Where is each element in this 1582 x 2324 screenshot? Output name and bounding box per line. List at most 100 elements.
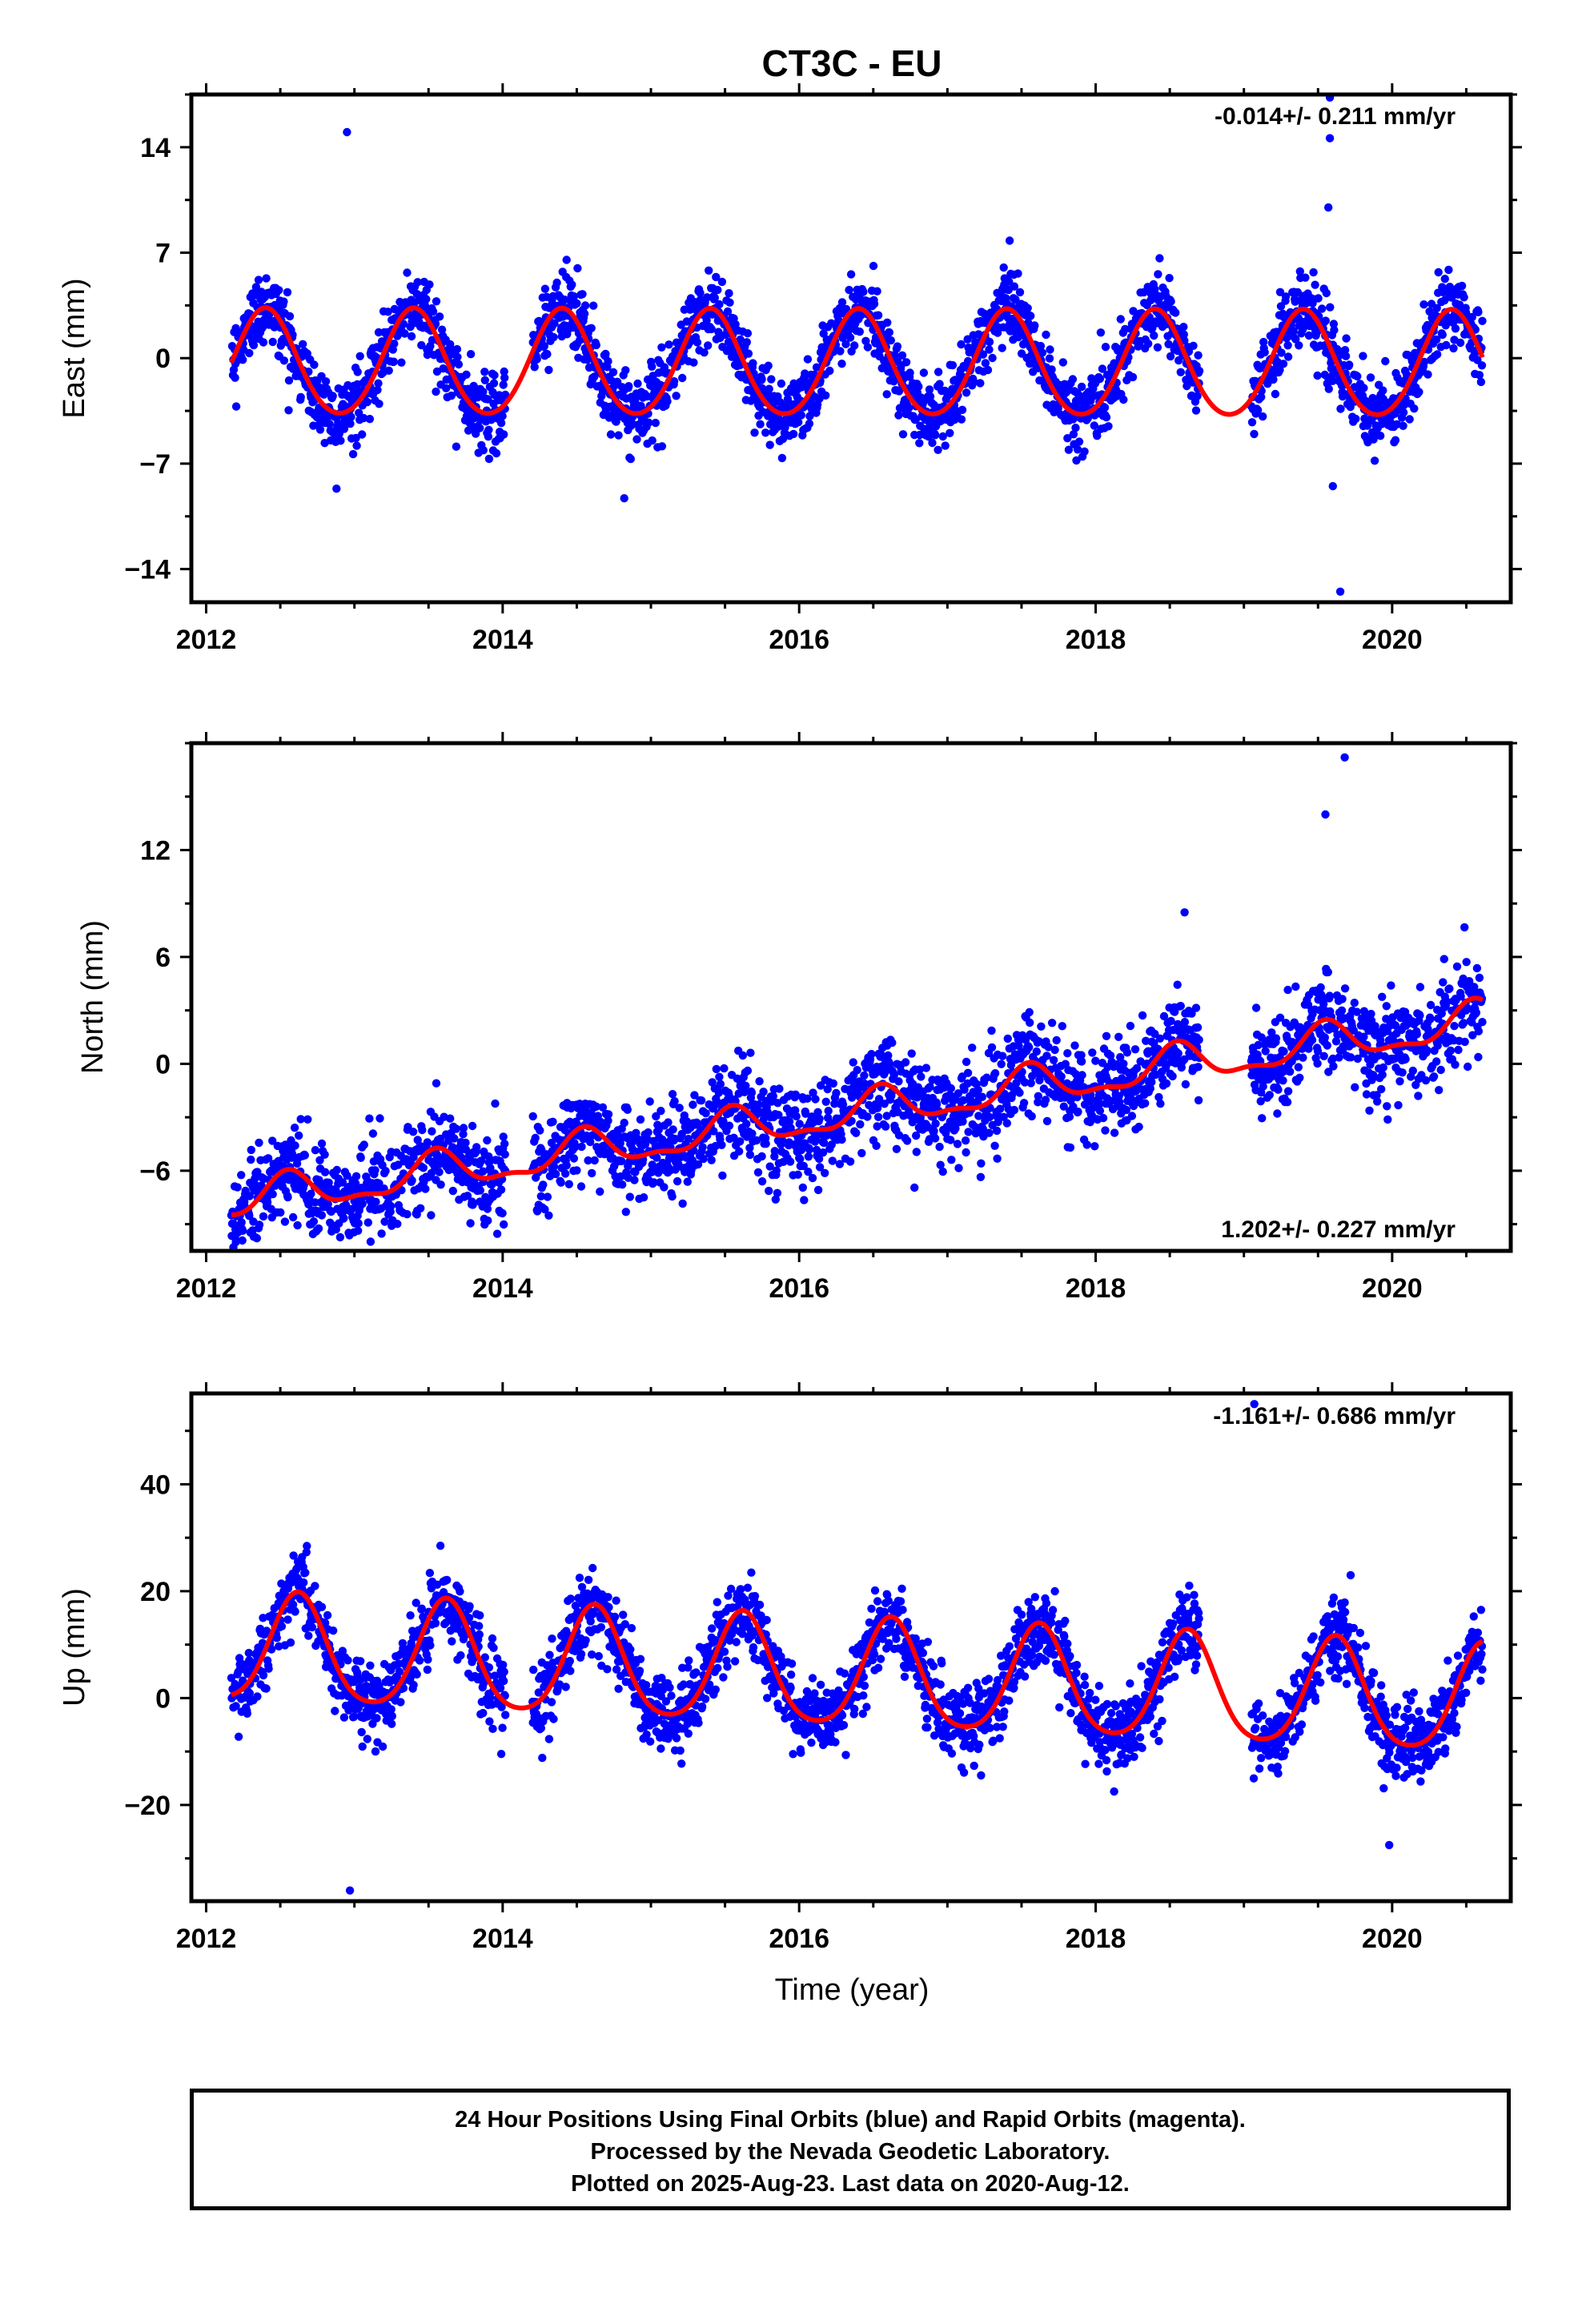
data-point (237, 1171, 245, 1179)
data-point (930, 1127, 938, 1135)
data-point (757, 375, 765, 383)
data-point (958, 406, 966, 414)
data-point (658, 442, 666, 450)
data-point (1166, 297, 1174, 305)
data-point (374, 380, 382, 388)
data-point (1123, 1048, 1131, 1056)
data-point (1435, 268, 1443, 276)
data-point (377, 1229, 385, 1237)
data-point (601, 350, 609, 358)
data-point (1314, 294, 1322, 302)
data-point (291, 1141, 299, 1149)
data-point (1338, 995, 1346, 1003)
data-point (365, 1115, 373, 1123)
y-tick-label: −14 (124, 555, 171, 585)
data-point (964, 1069, 972, 1077)
data-point (480, 446, 488, 454)
data-point (310, 1217, 318, 1225)
data-point (1097, 328, 1105, 336)
data-point (497, 1185, 505, 1193)
data-point (269, 1190, 277, 1198)
data-point (604, 1110, 612, 1118)
data-point (837, 1136, 845, 1144)
data-point (745, 349, 753, 357)
data-point (565, 1180, 573, 1188)
data-point (931, 431, 939, 439)
data-point (416, 1204, 424, 1212)
data-point (483, 1136, 491, 1144)
data-point (1365, 1107, 1373, 1115)
data-point (990, 1142, 998, 1150)
data-point (239, 356, 247, 364)
data-point (432, 297, 440, 305)
data-point (958, 1117, 966, 1125)
data-point (739, 1051, 747, 1059)
data-point (403, 268, 411, 276)
data-point (775, 1084, 783, 1092)
data-point (493, 1230, 501, 1238)
data-point (998, 1060, 1006, 1068)
data-point (557, 1179, 565, 1187)
data-point (1119, 396, 1127, 404)
data-point (825, 367, 833, 375)
data-point (1063, 1049, 1071, 1057)
data-point (332, 485, 340, 493)
data-point (1096, 375, 1104, 383)
data-point (942, 441, 950, 449)
data-point (754, 1168, 762, 1176)
data-point-outlier (1329, 482, 1337, 490)
data-point (573, 264, 581, 272)
data-point (799, 1184, 807, 1192)
data-point (755, 1077, 763, 1085)
data-point (1441, 275, 1449, 283)
data-point (609, 368, 617, 376)
data-point (893, 342, 901, 350)
data-point (358, 430, 366, 438)
data-point (259, 1212, 267, 1220)
data-point (765, 1187, 773, 1195)
data-point (1154, 270, 1162, 278)
data-point (1071, 424, 1079, 432)
data-point (1433, 350, 1441, 358)
data-point (673, 1177, 681, 1185)
data-point (920, 368, 928, 376)
data-point (1283, 986, 1291, 994)
data-point (1283, 341, 1291, 349)
data-point (541, 285, 549, 293)
data-point (1284, 1087, 1292, 1095)
data-point (725, 299, 733, 307)
data-point (500, 374, 508, 382)
data-point (339, 1214, 347, 1222)
data-point (985, 1129, 993, 1137)
data-point (669, 1125, 677, 1133)
data-point (310, 360, 318, 368)
data-point (289, 1213, 297, 1221)
data-point (644, 1128, 652, 1136)
data-point (1401, 1055, 1409, 1063)
data-point (1117, 315, 1125, 323)
data-point (1406, 415, 1414, 423)
data-point (964, 1128, 972, 1136)
data-point (986, 338, 994, 346)
data-point (354, 368, 362, 376)
data-point (1342, 334, 1350, 342)
data-point (476, 424, 484, 432)
data-point (954, 1164, 962, 1172)
data-point (1373, 1097, 1381, 1105)
data-point (359, 1200, 367, 1208)
data-point (1194, 1023, 1202, 1031)
data-point (393, 1220, 401, 1228)
data-point (1179, 323, 1187, 331)
data-point (607, 430, 615, 438)
data-point (1025, 1043, 1033, 1051)
data-point (311, 1146, 319, 1154)
data-point (1168, 1072, 1176, 1080)
data-point (1182, 1080, 1190, 1088)
data-point (1155, 254, 1163, 262)
data-point (1311, 281, 1319, 289)
data-point (954, 1140, 962, 1148)
data-point (1301, 274, 1309, 282)
data-point (648, 436, 656, 444)
data-point (881, 1123, 889, 1131)
data-point (837, 360, 845, 368)
